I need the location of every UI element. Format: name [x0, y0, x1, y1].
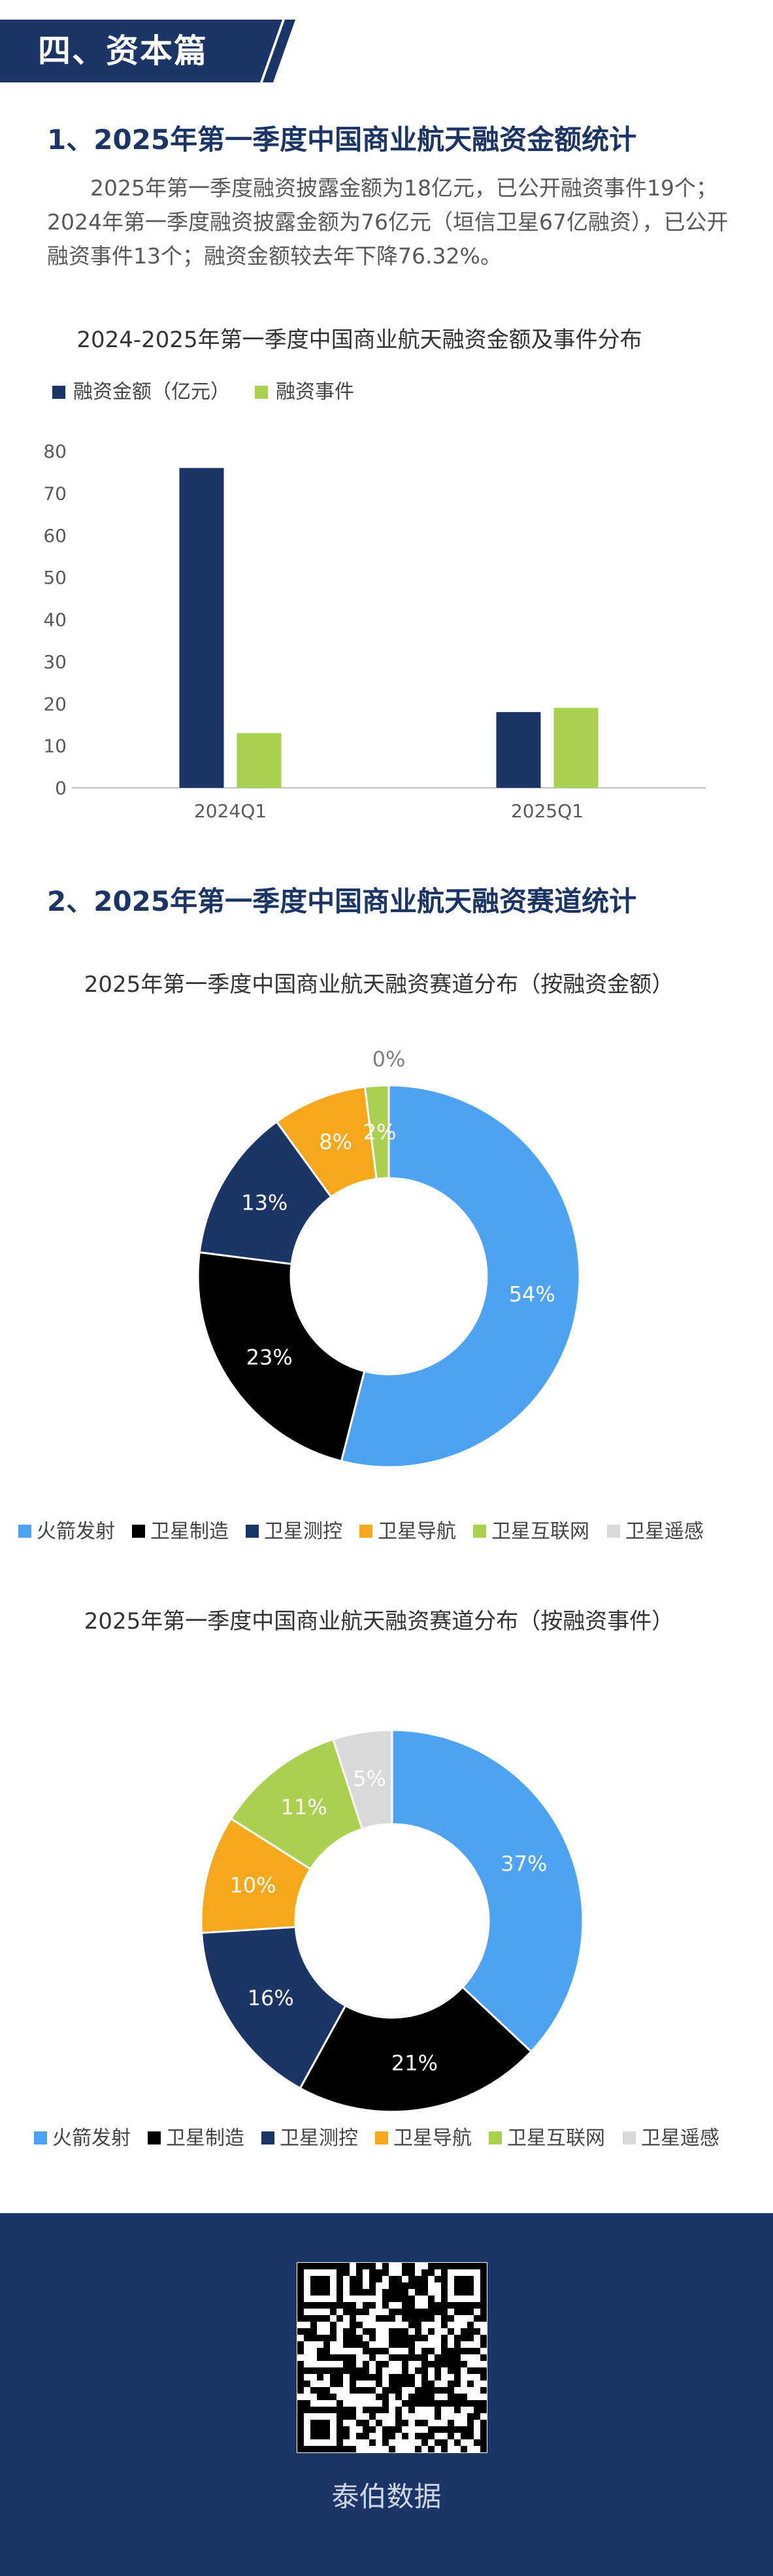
donut-events-title: 2025年第一季度中国商业航天融资赛道分布（按融资事件） — [84, 1608, 674, 1635]
legend-label-卫星制造: 卫星制造 — [150, 1520, 229, 1543]
slice-label-火箭发射: 54% — [509, 1282, 555, 1307]
heading-track-distribution: 2、2025年第一季度中国商业航天融资赛道统计 — [47, 885, 637, 917]
legend-label-卫星导航: 卫星导航 — [393, 2127, 472, 2150]
x-tick-label: 2024Q1 — [194, 800, 267, 822]
qr-code-icon — [297, 2262, 487, 2453]
section-banner-shape — [0, 20, 295, 82]
bar-2024Q1-1 — [237, 733, 282, 788]
section-title: 四、资本篇 — [38, 32, 208, 70]
heading-funding-amount: 1、2025年第一季度中国商业航天融资金额统计 — [47, 124, 637, 156]
bar-2025Q1-0 — [496, 712, 541, 788]
y-tick-label: 40 — [43, 609, 67, 631]
legend-label-卫星遥感: 卫星遥感 — [625, 1520, 704, 1543]
slice-label-卫星遥感: 5% — [353, 1767, 386, 1791]
legend-label-卫星测控: 卫星测控 — [280, 2127, 358, 2150]
legend-label-卫星制造: 卫星制造 — [166, 2127, 244, 2150]
footer-brand-label: 泰伯数据 — [331, 2481, 442, 2513]
donut-amount-title: 2025年第一季度中国商业航天融资赛道分布（按融资金额） — [84, 972, 674, 998]
y-tick-label: 30 — [43, 651, 67, 673]
y-tick-label: 80 — [43, 441, 67, 462]
slice-卫星测控 — [200, 1925, 347, 2090]
legend-swatch-卫星互联网 — [489, 2131, 502, 2144]
legend-label-火箭发射: 火箭发射 — [37, 1520, 115, 1543]
legend-swatch-1 — [255, 386, 268, 399]
summary-paragraph: 2025年第一季度融资披露金额为18亿元，已公开融资事件19个；2024年第一季… — [47, 175, 729, 269]
footer: 泰伯数据 — [0, 2213, 773, 2576]
slice-label-卫星遥感: 0% — [372, 1047, 406, 1072]
slice-火箭发射 — [391, 1729, 584, 2054]
legend-label-1: 融资事件 — [276, 381, 354, 403]
bar-2025Q1-1 — [553, 707, 599, 788]
legend-label-卫星互联网: 卫星互联网 — [507, 2127, 605, 2150]
bar-chart: 融资金额（亿元） 融资事件 0 10 20 30 40 50 60 70 80 2024Q1 2025Q… — [43, 381, 706, 822]
legend-swatch-卫星测控 — [261, 2131, 274, 2144]
slice-卫星互联网 — [363, 1084, 390, 1180]
y-tick-label: 60 — [43, 525, 67, 547]
legend-label-卫星遥感: 卫星遥感 — [641, 2127, 719, 2150]
slice-卫星制造 — [197, 1251, 366, 1463]
legend-swatch-卫星互联网 — [473, 1525, 486, 1538]
slice-卫星遥感 — [331, 1729, 393, 1831]
legend-label-卫星导航: 卫星导航 — [378, 1520, 456, 1543]
legend-label-0: 融资金额（亿元） — [73, 381, 230, 403]
slice-label-卫星测控: 13% — [241, 1191, 288, 1215]
legend-swatch-火箭发射 — [34, 2131, 47, 2144]
legend-swatch-卫星遥感 — [623, 2131, 636, 2144]
legend-swatch-卫星导航 — [375, 2131, 388, 2144]
legend-swatch-卫星制造 — [148, 2131, 161, 2144]
slice-火箭发射 — [340, 1084, 581, 1468]
slice-label-卫星制造: 23% — [246, 1345, 293, 1370]
slice-label-卫星导航: 10% — [229, 1873, 276, 1897]
slice-卫星制造 — [299, 1986, 533, 2113]
bar-chart-title: 2024-2025年第一季度中国商业航天融资金额及事件分布 — [76, 327, 642, 353]
legend-swatch-卫星遥感 — [607, 1525, 620, 1538]
slice-label-火箭发射: 37% — [501, 1852, 547, 1876]
bar-2024Q1-0 — [179, 467, 224, 788]
donut-chart-events: 37% 21% 16% 10% 11% 5% 火箭发射 卫星制造 卫星测控 卫星导航 卫星互联网 卫星… — [34, 1729, 719, 2150]
y-tick-label: 20 — [43, 693, 67, 715]
slice-label-卫星导航: 8% — [319, 1130, 352, 1155]
section-banner: 四、资本篇 — [0, 20, 301, 82]
slice-label-卫星互联网: 11% — [281, 1795, 327, 1820]
y-tick-label: 50 — [43, 567, 67, 588]
y-tick-label: 0 — [55, 777, 67, 799]
legend-swatch-卫星导航 — [359, 1525, 372, 1538]
y-tick-label: 10 — [43, 736, 67, 757]
legend-swatch-卫星制造 — [132, 1525, 145, 1538]
slice-label-卫星互联网: 2% — [363, 1119, 397, 1144]
slice-label-卫星测控: 16% — [248, 1986, 294, 2010]
legend-swatch-火箭发射 — [18, 1525, 31, 1538]
donut-chart-amount: 54% 23% 13% 8% 2% 0% 火箭发射 卫星制造 卫星测控 卫星导航 卫星互联网 卫星遥感 — [18, 1047, 704, 1543]
y-tick-label: 70 — [43, 483, 67, 504]
legend-swatch-0 — [52, 386, 65, 399]
legend-swatch-卫星测控 — [246, 1525, 259, 1538]
legend-label-火箭发射: 火箭发射 — [52, 2127, 131, 2150]
legend-label-卫星互联网: 卫星互联网 — [491, 1520, 589, 1543]
slice-label-卫星制造: 21% — [391, 2050, 438, 2075]
x-tick-label: 2025Q1 — [511, 800, 584, 822]
legend-label-卫星测控: 卫星测控 — [264, 1520, 342, 1543]
